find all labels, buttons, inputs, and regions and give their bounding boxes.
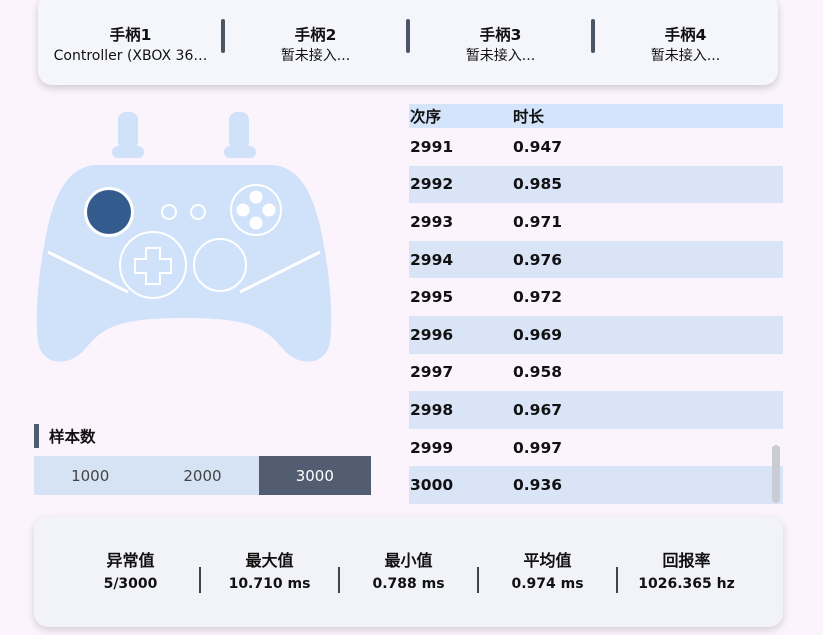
tab-controller-3[interactable]: 手柄3 暂未接入...: [408, 0, 595, 85]
table-row: 2997 0.958: [409, 354, 783, 392]
controller-body-icon: [36, 165, 332, 362]
stat-divider: [616, 566, 618, 593]
stat-divider: [199, 566, 201, 593]
sample-option-3000[interactable]: 3000: [258, 456, 371, 495]
cell-order: 2995: [410, 288, 454, 307]
cell-order: 3000: [410, 476, 454, 495]
column-header-order: 次序: [410, 108, 442, 126]
tab-controller-2[interactable]: 手柄2 暂未接入...: [223, 0, 410, 85]
tab-status: 暂未接入...: [465, 47, 536, 64]
cell-order: 2993: [410, 212, 454, 231]
cell-duration: 0.976: [513, 250, 563, 269]
tab-title: 手柄1: [109, 25, 152, 44]
right-trigger-icon: [229, 112, 249, 150]
left-bumper-icon: [112, 146, 144, 158]
table-header: 次序 时长: [409, 104, 783, 128]
samples-title: 样本数: [49, 428, 96, 446]
stat-value: 5/3000: [103, 575, 158, 592]
tab-title: 手柄2: [294, 25, 337, 44]
left-trigger-icon: [118, 112, 138, 150]
table-row: 3000 0.936: [409, 466, 783, 504]
cell-order: 2994: [410, 250, 454, 269]
cell-order: 2999: [410, 438, 454, 457]
stat-value: 10.710 ms: [228, 575, 311, 592]
stats-panel: 异常值 5/3000 最大值 10.710 ms 最小值 0.788 ms 平均…: [34, 516, 783, 627]
cell-duration: 0.971: [513, 212, 563, 231]
table-scrollbar[interactable]: [772, 445, 780, 503]
stat-label: 平均值: [523, 550, 572, 570]
tab-divider: [591, 19, 595, 53]
cell-duration: 0.967: [513, 400, 563, 419]
stat-label: 最大值: [245, 550, 294, 570]
cell-duration: 0.947: [513, 137, 563, 156]
tab-controller-1[interactable]: 手柄1 Controller (XBOX 36…: [38, 0, 225, 85]
stat-divider: [477, 566, 479, 593]
stat-max: 最大值 10.710 ms: [200, 549, 340, 595]
tab-divider: [406, 19, 410, 53]
abxy-buttons-icon: [230, 184, 282, 236]
sample-count-selector: 1000 2000 3000: [34, 456, 371, 495]
tab-title: 手柄3: [479, 25, 522, 44]
cell-duration: 0.997: [513, 438, 563, 457]
table-row: 2991 0.947: [409, 128, 783, 166]
cell-duration: 0.985: [513, 175, 563, 194]
dpad-icon: [119, 231, 187, 299]
tab-title: 手柄4: [664, 25, 707, 44]
gamepad-illustration: [36, 112, 332, 362]
cell-order: 2998: [410, 400, 454, 419]
menu-button-icon: [190, 204, 206, 220]
stat-polling-rate: 回报率 1026.365 hz: [617, 549, 756, 595]
cell-order: 2992: [410, 175, 454, 194]
view-button-icon: [161, 204, 177, 220]
cell-duration: 0.958: [513, 363, 563, 382]
stat-value: 0.974 ms: [511, 575, 584, 592]
stat-label: 最小值: [384, 550, 433, 570]
stat-outliers: 异常值 5/3000: [61, 549, 201, 595]
table-row: 2998 0.967: [409, 391, 783, 429]
stat-min: 最小值 0.788 ms: [339, 549, 479, 595]
table-row: 2996 0.969: [409, 315, 783, 354]
right-bumper-icon: [224, 146, 256, 158]
polling-table: 次序 时长 2991 0.947 2992 0.985 2993 0.971 2…: [409, 104, 783, 504]
cell-duration: 0.936: [513, 476, 563, 495]
stat-divider: [338, 566, 340, 593]
heading-accent-bar: [34, 424, 39, 448]
stat-value: 0.788 ms: [372, 575, 445, 592]
tab-status: Controller (XBOX 36…: [53, 47, 208, 64]
sample-option-1000[interactable]: 1000: [71, 466, 110, 485]
cell-order: 2991: [410, 137, 454, 156]
sample-option-2000[interactable]: 2000: [183, 466, 222, 485]
table-row: 2992 0.985: [409, 165, 783, 204]
right-stick-icon: [193, 238, 247, 292]
table-row: 2993 0.971: [409, 203, 783, 241]
samples-heading: 样本数: [34, 424, 96, 448]
tab-status: 暂未接入...: [650, 47, 721, 64]
controller-tabs: 手柄1 Controller (XBOX 36… 手柄2 暂未接入... 手柄3…: [38, 0, 778, 85]
cell-duration: 0.969: [513, 325, 563, 344]
tab-status: 暂未接入...: [280, 47, 351, 64]
tab-controller-4[interactable]: 手柄4 暂未接入...: [593, 0, 778, 85]
cell-duration: 0.972: [513, 288, 563, 307]
cell-order: 2996: [410, 325, 454, 344]
tab-divider: [221, 19, 225, 53]
stat-average: 平均值 0.974 ms: [478, 549, 618, 595]
table-row: 2995 0.972: [409, 278, 783, 316]
column-header-duration: 时长: [513, 108, 545, 126]
table-row: 2994 0.976: [409, 240, 783, 279]
table-row: 2999 0.997: [409, 429, 783, 467]
stat-value: 1026.365 hz: [638, 575, 735, 592]
stat-label: 异常值: [106, 550, 155, 570]
stat-label: 回报率: [662, 550, 711, 570]
cell-order: 2997: [410, 363, 454, 382]
